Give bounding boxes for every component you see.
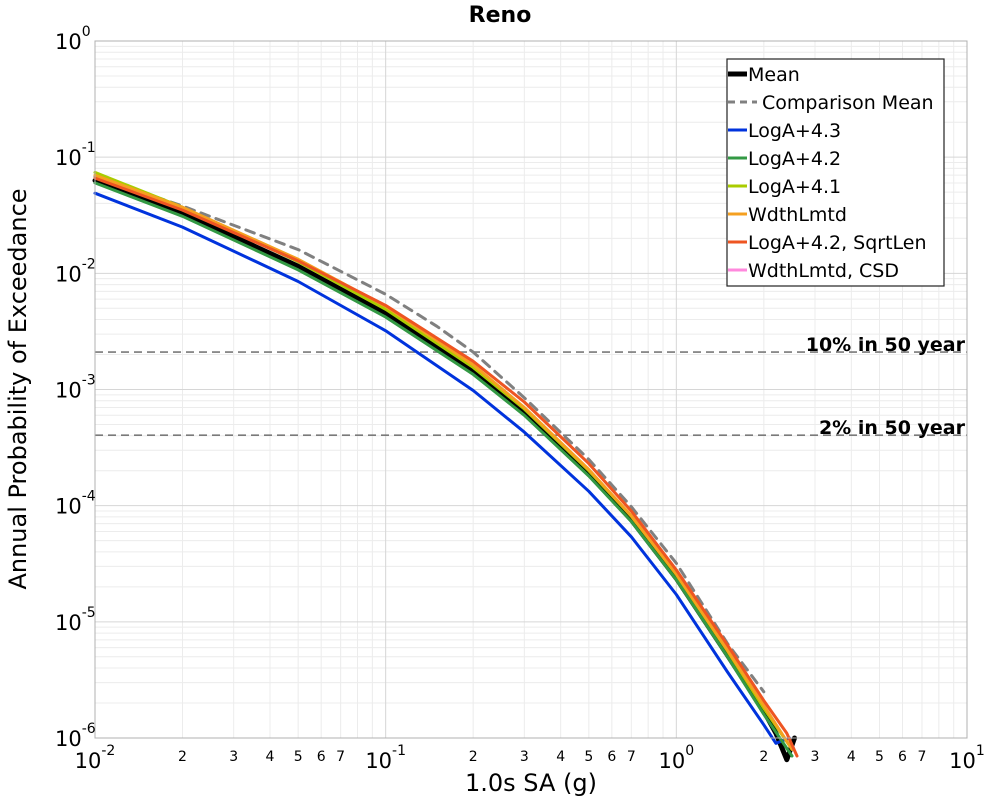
x-minor-tick-label: 3 [520,749,529,765]
reference-line-label: 10% in 50 year [806,334,966,356]
x-minor-tick-label: 4 [266,749,275,765]
plot-frame [94,40,968,739]
series-line [92,178,797,763]
reference-lines: 10% in 50 year 2% in 50 year [95,334,967,439]
chart-title: Reno [469,3,532,28]
legend-label: WdthLmtd [748,204,847,226]
legend-box [726,58,945,287]
x-tick-label: 101 [949,743,985,773]
series-line [93,170,794,751]
x-minor-tick-label: 4 [556,749,565,765]
y-tick-label: 10-3 [55,373,96,403]
reference-line-label: 2% in 50 year [819,417,966,439]
series-line [93,181,794,758]
x-minor-tick-label: 7 [627,749,636,765]
legend-label: LogA+4.1 [748,176,841,198]
x-minor-tick-label: 3 [811,749,820,765]
y-tick-label: 10-1 [55,140,96,170]
series-line [93,175,766,694]
x-minor-tick-label: 3 [229,749,238,765]
x-minor-tick-label: 6 [607,749,616,765]
x-tick-label: 100 [659,743,695,773]
x-minor-tick-label: 5 [584,749,593,765]
x-axis-label: 1.0s SA (g) [465,769,597,797]
y-tick-label: 10-5 [55,605,96,635]
x-minor-tick-label: 5 [294,749,303,765]
series-line [93,191,791,745]
legend-label: LogA+4.2, SqrtLen [748,232,927,254]
x-minor-tick-label: 2 [469,749,478,765]
x-minor-tick-label: 7 [918,749,927,765]
x-minor-tick-label: 5 [875,749,884,765]
series-line [93,176,799,758]
x-tick-label: 10-1 [365,743,406,773]
y-tick-label: 10-4 [55,489,96,519]
plot-series [92,170,799,763]
x-minor-tick-label: 6 [317,749,326,765]
y-tick-labels: 100 10-1 10-2 10-3 10-4 10-5 10-6 [55,24,96,751]
series-line [93,173,794,751]
x-minor-tick-label: 7 [336,749,345,765]
y-tick-label: 10-6 [55,721,96,751]
x-minor-tick-label: 2 [759,749,768,765]
y-tick-label: 10-2 [55,256,96,286]
legend-label: LogA+4.3 [748,120,841,142]
x-minor-tick-label: 4 [847,749,856,765]
x-minor-tick-label: 6 [898,749,907,765]
legend: Mean Comparison Mean LogA+4.3 LogA+4.2 LogA+… [726,58,945,287]
x-tick-label: 10-2 [75,743,116,773]
y-axis-label: Annual Probability of Exceedance [4,188,32,589]
legend-label: Comparison Mean [762,92,934,114]
legend-label: Mean [748,64,800,86]
legend-label: WdthLmtd, CSD [748,260,899,282]
x-minor-tick-label: 2 [178,749,187,765]
legend-label: LogA+4.2 [748,148,841,170]
y-tick-label: 100 [55,24,91,54]
